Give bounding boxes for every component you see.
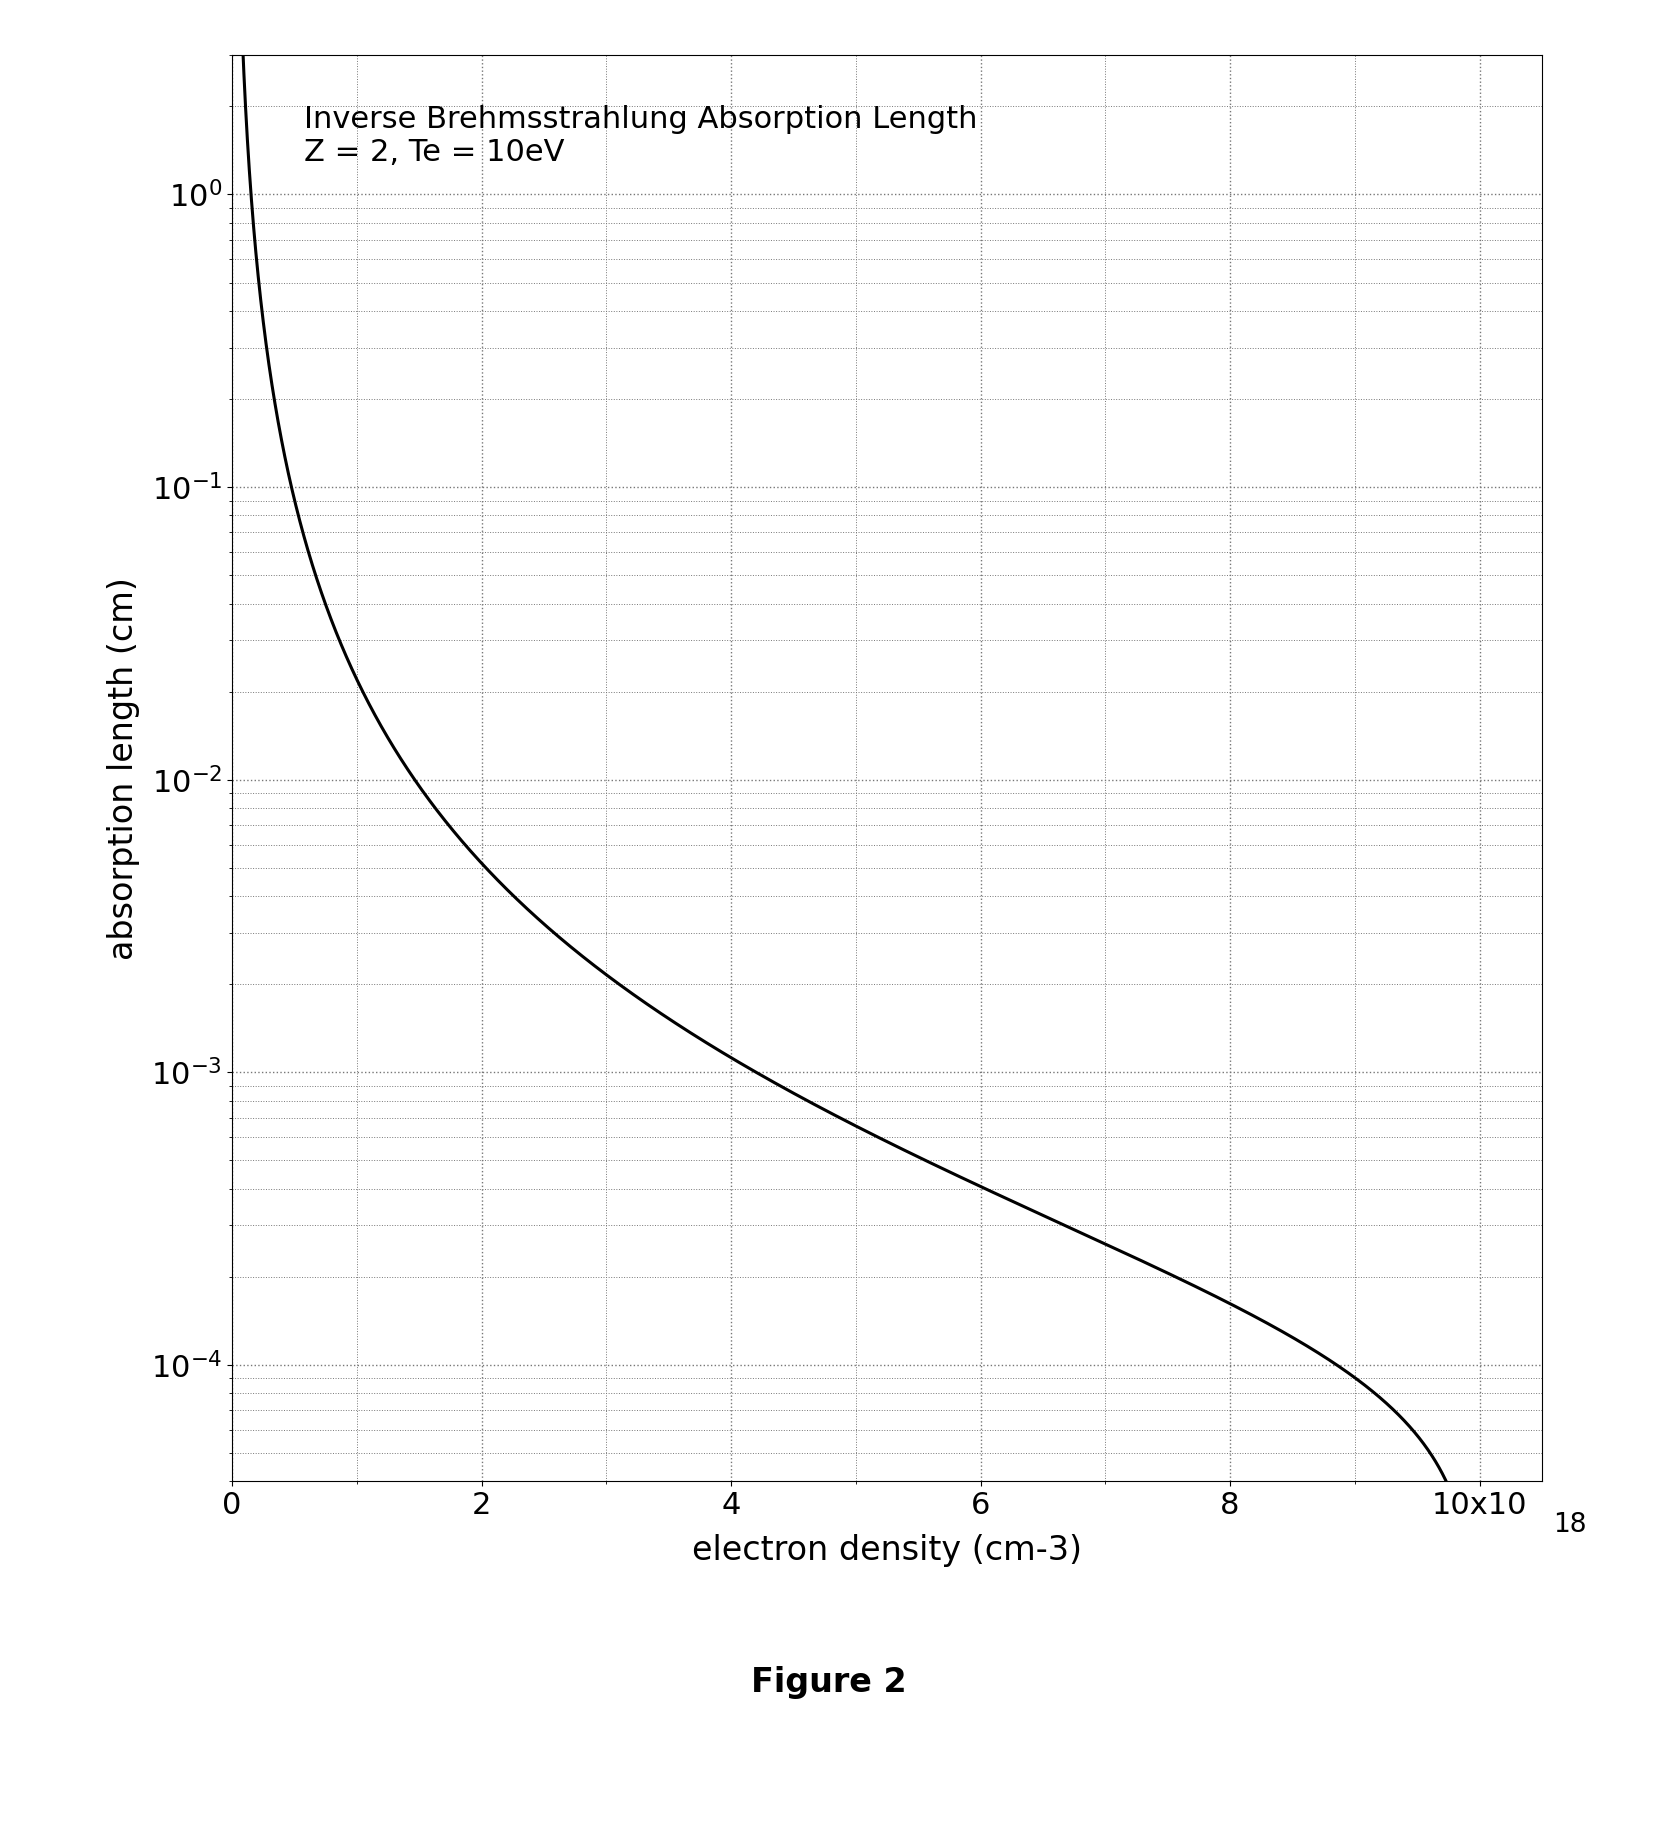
Text: 18: 18 — [1553, 1513, 1586, 1538]
Text: Inverse Brehmsstrahlung Absorption Length
Z = 2, Te = 10eV: Inverse Brehmsstrahlung Absorption Lengt… — [303, 104, 978, 168]
Y-axis label: absorption length (cm): absorption length (cm) — [106, 576, 139, 960]
Text: Figure 2: Figure 2 — [751, 1666, 906, 1699]
X-axis label: electron density (cm-3): electron density (cm-3) — [691, 1535, 1082, 1567]
